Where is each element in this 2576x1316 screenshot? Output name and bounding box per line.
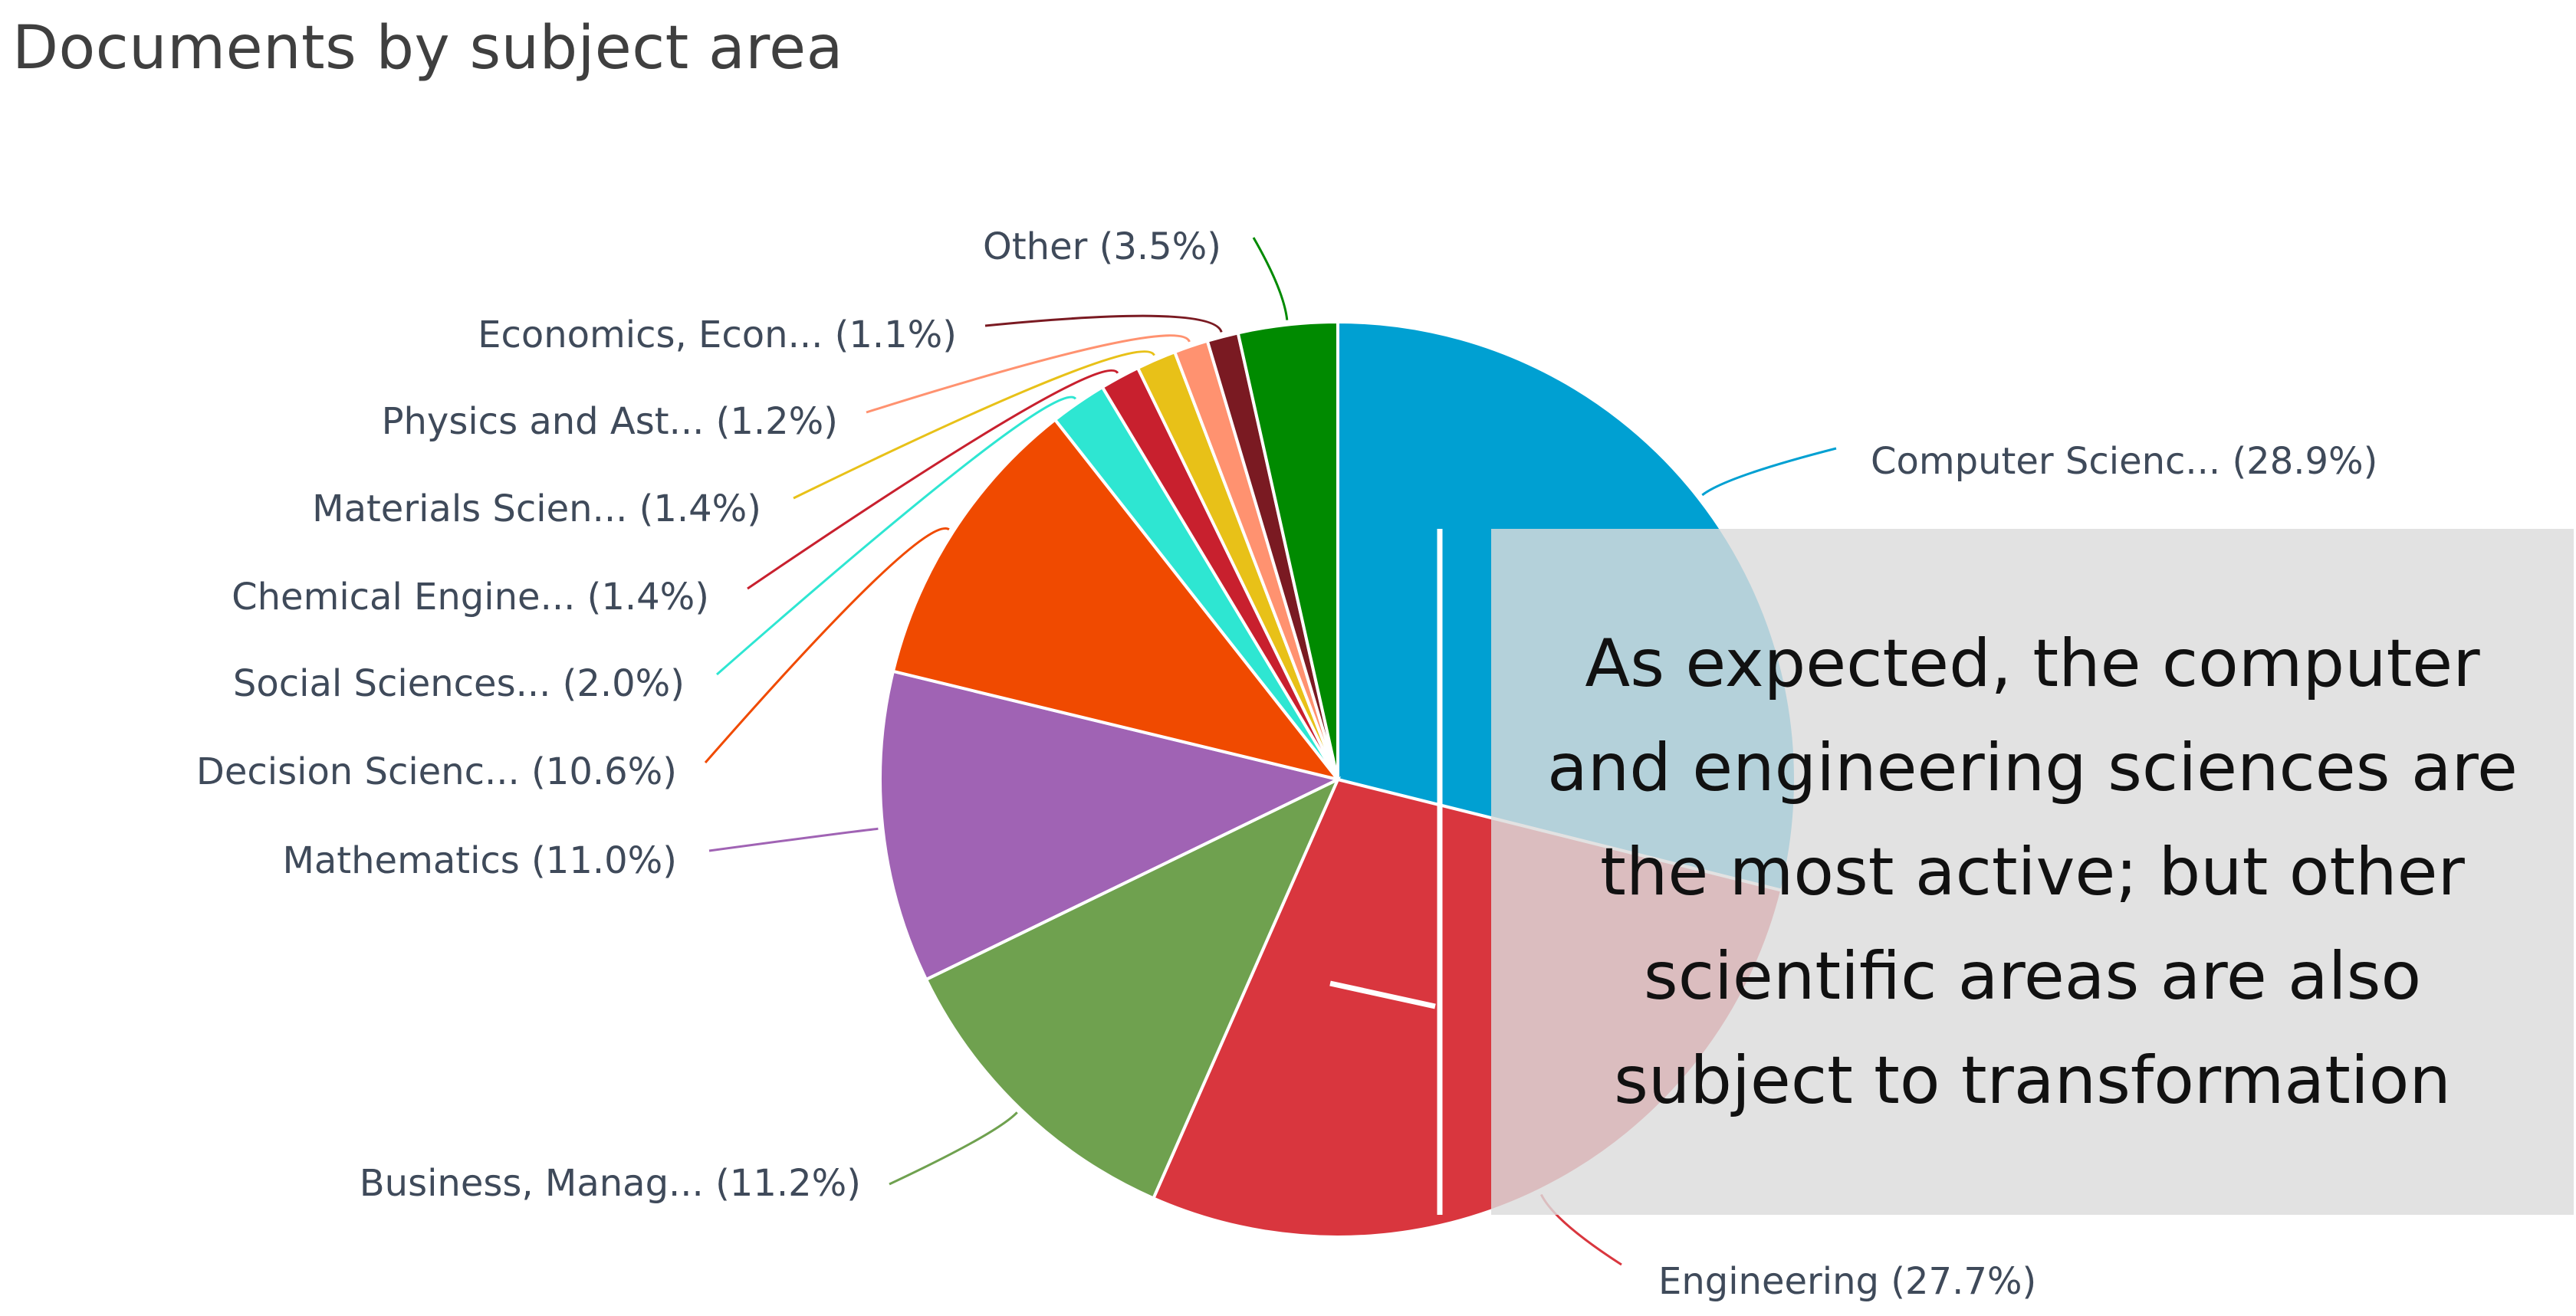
leader-line-5 [716, 395, 1077, 676]
slice-label-3: Mathematics (11.0%) [282, 839, 677, 882]
slice-label-5: Social Sciences... (2.0%) [233, 662, 685, 705]
chart-title: Documents by subject area [12, 14, 843, 83]
callout-text: As expected, the computer and engineerin… [1547, 625, 2518, 1119]
leader-line-3 [708, 827, 879, 852]
leader-line-7 [793, 350, 1155, 500]
slice-label-6: Chemical Engine... (1.4%) [232, 576, 709, 619]
slice-label-0: Computer Scienc... (28.9%) [1871, 440, 2377, 483]
leader-line-0 [1701, 447, 1837, 497]
slice-label-1: Engineering (27.7%) [1658, 1260, 2036, 1303]
leader-line-8 [866, 334, 1191, 414]
slice-label-7: Materials Scien... (1.4%) [312, 487, 761, 530]
slice-label-2: Business, Manag... (11.2%) [360, 1162, 861, 1205]
pie-slice-10[interactable] [1236, 320, 1339, 780]
slice-label-8: Physics and Ast... (1.2%) [382, 400, 838, 443]
leader-line-9 [984, 314, 1223, 333]
slice-label-10: Other (3.5%) [983, 225, 1221, 268]
pie-slice-4[interactable] [891, 417, 1342, 783]
pie-slice-3[interactable] [879, 669, 1342, 982]
slice-label-9: Economics, Econ... (1.1%) [478, 313, 957, 356]
leader-line-4 [704, 527, 950, 763]
slice-label-4: Decision Scienc... (10.6%) [196, 750, 677, 793]
leader-line-2 [889, 1111, 1018, 1186]
leader-line-10 [1252, 237, 1289, 320]
leader-line-6 [747, 369, 1119, 590]
annotation-callout: As expected, the computer and engineerin… [1491, 529, 2574, 1215]
pie-slice-2[interactable] [924, 776, 1342, 1201]
